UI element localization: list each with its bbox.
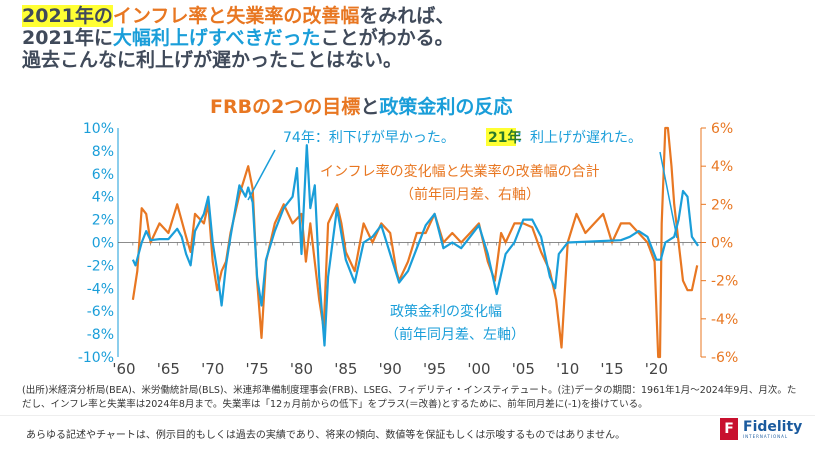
x-tick-label: '70: [201, 360, 224, 378]
left-tick-label: 4%: [92, 190, 114, 206]
left-tick-label: -8%: [87, 327, 114, 343]
right-tick-label: 6%: [711, 121, 733, 137]
headline-line-2: 2021年に大幅利上げすべきだったことがわかる。: [22, 28, 454, 49]
logo-sub: INTERNATIONAL: [743, 433, 789, 439]
logo-name: Fidelity: [743, 418, 803, 435]
x-tick-label: '75: [245, 360, 268, 378]
arrow-2021: [659, 151, 678, 239]
left-tick-label: 8%: [92, 144, 114, 160]
series-line-policy-rate: [131, 144, 700, 347]
right-tick-label: -4%: [711, 312, 738, 328]
x-tick-label: '65: [157, 360, 180, 378]
left-tick-label: -2%: [87, 258, 114, 274]
annotation-1974: 74年：利下げが早かった。: [283, 130, 455, 146]
chart: 10% 8% 6% 4% 2% 0% -2% -4% -6% -8% -10% 6% 4% 2% 0% -2%…: [78, 121, 738, 378]
arrow-1974: [247, 149, 276, 201]
headline-text: 2021年に: [22, 27, 113, 49]
right-tick-label: 0%: [711, 236, 733, 252]
x-tick-label: '60: [112, 360, 135, 378]
headline-text: をみれば、: [359, 5, 455, 27]
title-part: FRBの2つの目標: [210, 96, 361, 118]
x-tick-label: '05: [512, 360, 535, 378]
headline-line-3: 過去こんなに利上げが遅かったことはない。: [22, 49, 403, 71]
fidelity-logo: F Fidelity INTERNATIONAL: [720, 418, 802, 440]
blue-series-label: 政策金利の変化幅: [390, 303, 502, 320]
left-tick-label: -6%: [87, 304, 114, 320]
disclaimer: あらゆる記述やチャートは、例示目的もしくは過去の実績であり、将来の傾向、数値等を…: [26, 430, 626, 441]
blue-series-label-sub: （前年同月差、左軸）: [385, 326, 525, 343]
title-part: と: [360, 96, 380, 118]
orange-series-label-sub: （前年同月差、右軸）: [400, 186, 540, 203]
chart-title: FRBの2つの目標と政策金利の反応: [210, 92, 512, 119]
left-tick-label: 10%: [83, 121, 114, 137]
logo-mark: F: [720, 418, 738, 440]
x-tick-label: '15: [600, 360, 623, 378]
divider: [0, 415, 815, 416]
annotation-2021: ：利上げが遅れた。: [516, 130, 642, 146]
headline-orange: インフレ率と失業率の改善幅: [112, 5, 360, 27]
x-tick-label: '85: [334, 360, 357, 378]
source-note: (出所)米経済分析局(BEA)、米労働統計局(BLS)、米連邦準備制度理事会(F…: [22, 385, 797, 410]
headline-text: ことがわかる。: [320, 27, 454, 49]
x-tick-label: '10: [556, 360, 579, 378]
left-tick-label: 6%: [92, 167, 114, 183]
right-tick-label: -6%: [711, 350, 738, 366]
headline-line-1: 2021年のインフレ率と失業率の改善幅をみれば、: [22, 5, 455, 27]
annotation-2021-year: 21年: [488, 129, 521, 146]
headline-blue: 大幅利上げすべきだった: [112, 27, 321, 49]
right-tick-label: -2%: [711, 274, 738, 290]
left-tick-label: -10%: [78, 350, 114, 366]
highlight-2021: [486, 128, 516, 146]
left-tick-label: -4%: [87, 281, 114, 297]
x-tick-label: '80: [290, 360, 313, 378]
right-tick-label: 4%: [711, 159, 733, 175]
x-tick-label: '20: [645, 360, 668, 378]
headline-highlight: 2021年の: [22, 5, 113, 27]
x-tick-label: '90: [379, 360, 402, 378]
orange-series-label: インフレ率の変化幅と失業率の改善幅の合計: [320, 163, 600, 180]
title-part: 政策金利の反応: [379, 96, 513, 118]
left-tick-label: 2%: [92, 213, 114, 229]
right-tick-label: 2%: [711, 197, 733, 213]
x-tick-label: '95: [423, 360, 446, 378]
left-tick-label: 0%: [92, 236, 114, 252]
x-tick-label: '00: [467, 360, 490, 378]
